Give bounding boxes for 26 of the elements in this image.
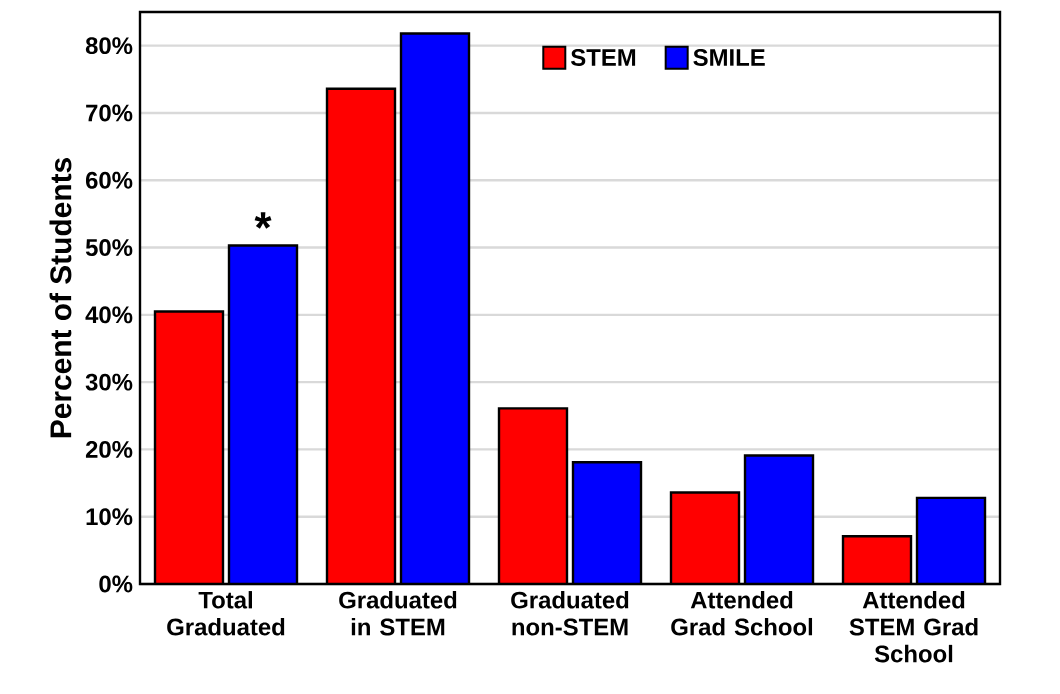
bar <box>155 311 223 584</box>
x-tick-label: Total Graduated <box>167 591 285 636</box>
y-tick-label: 0% <box>99 575 133 593</box>
bar <box>499 408 567 584</box>
x-tick-label: Graduated non-STEM <box>511 591 629 636</box>
x-tick-label: Attended STEM Grad School <box>849 591 978 663</box>
data-label: * <box>254 212 272 229</box>
bar <box>229 245 297 584</box>
bar <box>671 492 740 584</box>
y-tick-label: 70% <box>86 104 133 122</box>
x-tick-label: Attended Grad School <box>671 591 813 636</box>
y-axis-title: Percent of Students <box>49 158 72 438</box>
bar <box>327 88 395 584</box>
bar <box>401 33 469 584</box>
y-tick-label: 50% <box>85 239 133 256</box>
y-tick-label: 60% <box>85 171 133 189</box>
legend-label: SMILE <box>693 48 765 66</box>
legend-label: STEM <box>570 48 636 66</box>
bar <box>745 455 814 584</box>
bar <box>573 462 642 584</box>
y-tick-label: 80% <box>85 37 133 55</box>
y-tick-label: 30% <box>85 373 133 391</box>
y-tick-label: 10% <box>86 508 133 526</box>
y-tick-label: 20% <box>85 440 133 458</box>
x-tick-label: Graduated in STEM <box>339 591 457 636</box>
y-tick-label: 40% <box>85 306 133 324</box>
